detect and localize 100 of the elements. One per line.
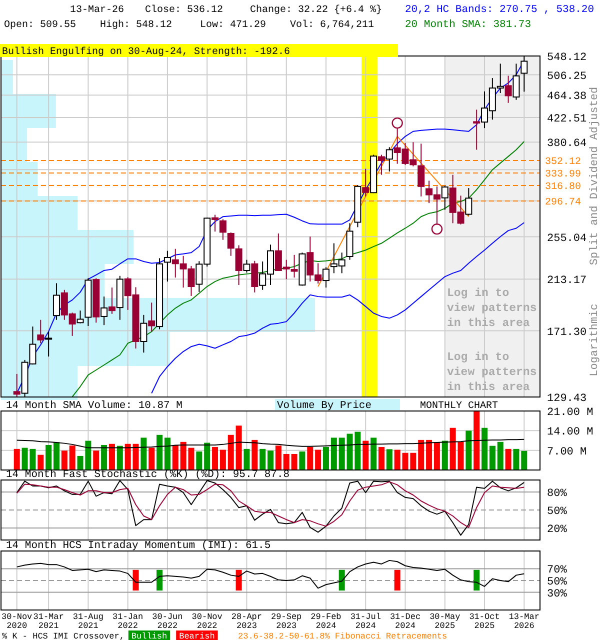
bar [466, 430, 472, 470]
bar [338, 438, 345, 470]
bar [521, 450, 528, 470]
bar [386, 449, 392, 470]
ref-line-label: 296.74 [545, 197, 582, 208]
bar [124, 444, 131, 470]
text: Close: 536.12 [145, 4, 224, 16]
bar [482, 428, 488, 470]
x-tick-label: 30-Nov 2022 [192, 612, 222, 631]
text: Vol: 6,764,211 [290, 19, 374, 31]
bar [61, 450, 68, 470]
candlestick [140, 314, 148, 354]
bar [442, 440, 448, 470]
y-tick-label: 30% [547, 588, 568, 600]
candlestick [52, 282, 60, 320]
text: Logarithmic [589, 304, 600, 376]
ref-line-label: 333.99 [545, 170, 582, 181]
candlestick [212, 214, 219, 232]
candlestick [473, 109, 480, 150]
bar [291, 454, 298, 470]
bar [196, 451, 202, 470]
bar [283, 454, 290, 470]
bar [330, 438, 337, 470]
y-tick-label: 21.00 M [547, 407, 594, 419]
bar [260, 448, 266, 470]
x-tick-label: 30-May 2025 [430, 612, 460, 631]
x-tick-label: 31-Dec 2024 [390, 612, 421, 631]
y-tick-label: 14.00 M [547, 426, 594, 439]
candlestick [108, 287, 116, 314]
y-tick-label: 80% [547, 488, 568, 500]
candlestick [441, 185, 448, 210]
annotation: Bullish Engulfing on 30-Aug-24, Strength: -192.6 [2, 46, 290, 58]
candlestick [251, 260, 258, 293]
chart-title: 14 Month HCS Intraday Momentum (IMI): 61.5 [6, 540, 271, 552]
line-series [16, 481, 525, 528]
candlestick [235, 244, 242, 286]
bar [426, 440, 432, 470]
x-tick-label: 31-Aug 2021 [72, 612, 104, 631]
ref-line-label: 316.80 [545, 182, 582, 194]
y-tick-label: 20% [547, 524, 568, 536]
text: Bullish [131, 632, 168, 640]
bar [53, 442, 60, 470]
annotation: MONTHLY CHART [420, 401, 498, 412]
y-tick-label: 464.38 [547, 91, 587, 104]
bar [14, 448, 20, 470]
x-tick-label: 29-Feb 2024 [310, 612, 342, 631]
bar [252, 440, 258, 470]
y-tick-label: 7.00 M [547, 446, 587, 458]
bar [497, 442, 504, 470]
candlestick [164, 250, 171, 282]
line-series [16, 560, 525, 589]
chart-title: 14 Month SMA Volume: 10.87 M [6, 400, 182, 412]
bar [172, 445, 178, 470]
y-tick-label: 70% [547, 564, 568, 577]
bar [378, 446, 384, 470]
bar [244, 448, 250, 470]
bar [307, 446, 314, 470]
y-tick-label: 213.17 [547, 275, 587, 288]
bar [93, 450, 100, 470]
bar [434, 442, 440, 470]
y-tick-label: 548.12 [547, 52, 587, 64]
text: 13-Mar-26 [70, 5, 124, 16]
bar [212, 446, 218, 470]
bar [505, 448, 512, 470]
bar [489, 446, 496, 470]
ref-line-label: 352.12 [545, 157, 582, 168]
bar [164, 438, 170, 470]
bar [69, 446, 76, 470]
line-series [16, 438, 525, 448]
legend-title: % K - HCS IMI Crossover, [2, 632, 124, 640]
y-tick-label: 171.30 [547, 326, 587, 339]
text: 23.6-38.2-50-61.8% Fibonacci Retracements [238, 632, 448, 640]
bar [46, 444, 52, 470]
y-tick-label: 422.51 [547, 113, 588, 126]
text: Bearish [179, 632, 215, 640]
x-tick-label: 29-Sep 2023 [271, 612, 302, 631]
candlestick [76, 310, 84, 324]
text: High: 548.12 [100, 19, 172, 31]
y-tick-label: 380.64 [547, 138, 588, 150]
bar [236, 426, 242, 470]
candlestick [512, 63, 520, 100]
x-tick-label: 30-Nov 2020 [2, 612, 32, 631]
x-tick-label: 31-Mar 2021 [33, 612, 64, 631]
candlestick [243, 259, 250, 274]
y-tick-label: 255.04 [547, 232, 588, 245]
candlestick [386, 146, 393, 172]
candlestick [465, 188, 472, 216]
bar [132, 444, 139, 470]
y-axis-title: Split and Dividend Adjusted [589, 86, 600, 266]
bar [362, 440, 369, 470]
bar [148, 448, 155, 470]
bar [108, 444, 115, 470]
candlestick [13, 373, 20, 398]
bar [101, 444, 108, 470]
x-tick-label: 30-Jun 2022 [152, 612, 183, 631]
bar [513, 448, 520, 470]
candlestick [378, 154, 385, 176]
bar [268, 450, 274, 470]
candlestick [148, 302, 156, 332]
bar [116, 446, 123, 470]
